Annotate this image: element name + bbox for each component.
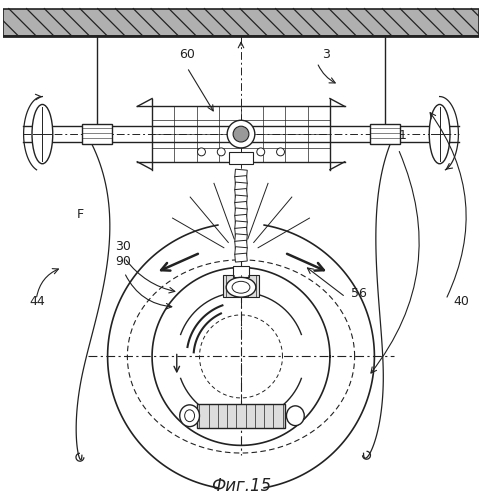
Text: 56: 56	[350, 287, 366, 300]
Ellipse shape	[233, 126, 249, 142]
Text: 1: 1	[398, 129, 406, 142]
Bar	[197, 404, 285, 427]
Bar	[233, 266, 249, 278]
Bar	[235, 234, 247, 242]
Ellipse shape	[32, 104, 53, 164]
Text: 40: 40	[453, 294, 469, 308]
Text: 60: 60	[179, 48, 195, 60]
Text: F: F	[77, 208, 84, 221]
Bar	[235, 214, 247, 224]
Bar	[229, 152, 253, 164]
Ellipse shape	[429, 104, 450, 164]
Text: 30: 30	[115, 240, 131, 253]
Ellipse shape	[180, 405, 200, 426]
Ellipse shape	[227, 120, 255, 148]
Bar	[235, 176, 247, 184]
Ellipse shape	[198, 148, 205, 156]
Text: 44: 44	[29, 294, 45, 308]
Bar	[235, 202, 247, 210]
Bar	[82, 124, 111, 144]
Bar	[371, 124, 400, 144]
Bar	[235, 221, 247, 230]
Bar	[235, 253, 247, 262]
Bar	[235, 208, 247, 217]
Bar	[235, 228, 247, 236]
Ellipse shape	[286, 406, 304, 425]
Text: 90: 90	[115, 255, 131, 268]
Bar	[235, 240, 247, 249]
Bar	[235, 169, 247, 178]
Ellipse shape	[217, 148, 225, 156]
Ellipse shape	[185, 410, 195, 422]
Text: 3: 3	[322, 48, 330, 60]
Bar	[3, 8, 479, 36]
Text: Фиг.15: Фиг.15	[211, 478, 271, 496]
Ellipse shape	[226, 278, 256, 297]
Bar	[235, 195, 247, 204]
Bar	[235, 182, 247, 191]
Bar	[223, 276, 259, 297]
Bar	[235, 188, 247, 198]
Ellipse shape	[257, 148, 265, 156]
Ellipse shape	[277, 148, 284, 156]
Bar	[235, 246, 247, 256]
Ellipse shape	[232, 282, 250, 293]
